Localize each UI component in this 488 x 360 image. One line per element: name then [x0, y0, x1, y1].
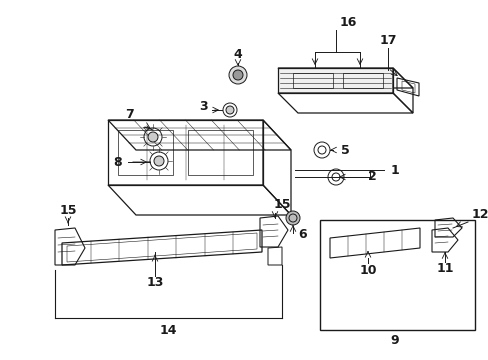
- Text: 6: 6: [298, 229, 306, 242]
- Bar: [319, 220, 474, 330]
- Circle shape: [225, 106, 234, 114]
- Text: 1: 1: [390, 163, 399, 176]
- Text: 11: 11: [435, 261, 453, 274]
- Circle shape: [232, 70, 243, 80]
- Text: 4: 4: [233, 49, 242, 62]
- Text: 5: 5: [340, 144, 348, 157]
- Text: 14: 14: [159, 324, 176, 337]
- Circle shape: [154, 156, 163, 166]
- Polygon shape: [278, 68, 392, 93]
- Text: 15: 15: [273, 198, 290, 211]
- Circle shape: [148, 132, 158, 142]
- Text: 2: 2: [367, 171, 376, 184]
- Text: 10: 10: [359, 264, 376, 276]
- Text: 13: 13: [146, 276, 163, 289]
- Text: 9: 9: [390, 333, 399, 346]
- Text: 7: 7: [125, 108, 134, 122]
- Text: 16: 16: [339, 15, 356, 28]
- Text: 3: 3: [199, 100, 208, 113]
- Text: 17: 17: [379, 33, 396, 46]
- Circle shape: [228, 66, 246, 84]
- Text: 12: 12: [471, 208, 488, 221]
- Text: 15: 15: [59, 203, 77, 216]
- Text: 8: 8: [113, 156, 122, 168]
- Circle shape: [285, 211, 299, 225]
